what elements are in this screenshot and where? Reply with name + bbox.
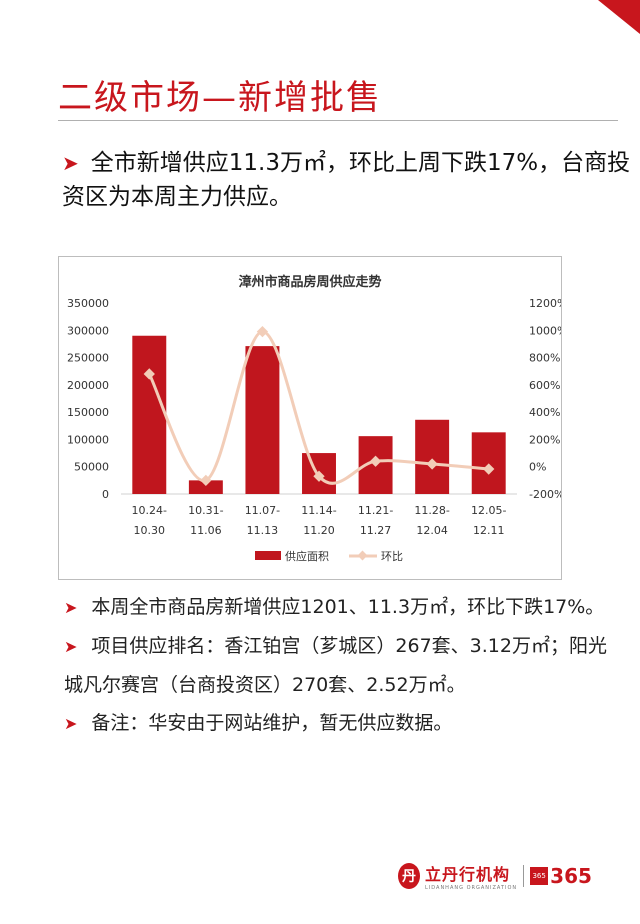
supply-trend-chart: 0 50000 100000 150000 200000 250000 300000 3500… [67, 297, 561, 563]
x-axis-category-label: 11.07- [245, 504, 280, 517]
x-axis-category-label: 10.31- [188, 504, 223, 517]
right-axis-tick-label: 200% [529, 433, 560, 446]
arrow-bullet-icon: ➤ [64, 714, 78, 733]
x-axis-category-label: 11.13 [247, 524, 279, 537]
left-axis-tick-label: 200000 [67, 379, 109, 392]
x-axis-category-label: 11.06 [190, 524, 222, 537]
right-axis-tick-label: -200% [529, 488, 561, 501]
x-axis-category-label: 10.24- [132, 504, 167, 517]
x-axis-category-label: 12.04 [416, 524, 448, 537]
bullet-item: ➤ 本周全市商品房新增供应1201、11.3万㎡，环比下跌17%。 [64, 588, 624, 627]
headline-text: 全市新增供应11.3万㎡，环比上周下跌17%，台商投资区为本周主力供应。 [62, 150, 631, 210]
legend-swatch-bar [255, 551, 281, 560]
left-axis-tick-label: 50000 [74, 461, 109, 474]
x-axis-category-label: 11.21- [358, 504, 393, 517]
right-axis-tick-label: 0% [529, 461, 546, 474]
legend-marker-line [357, 550, 368, 561]
line-point-mom [143, 368, 155, 380]
logo-mark: 丹 [398, 863, 420, 889]
legend-label-line: 环比 [381, 550, 403, 563]
company-logo: 丹 立丹行机构 LIDANHANG ORGANIZATION 365 365 [398, 858, 592, 894]
arrow-bullet-icon: ➤ [62, 151, 79, 175]
headline: ➤ 全市新增供应11.3万㎡，环比上周下跌17%，台商投资区为本周主力供应。 [62, 146, 632, 214]
logo-english: LIDANHANG ORGANIZATION [425, 885, 518, 891]
right-axis-tick-label: 600% [529, 379, 560, 392]
chart-panel: 漳州市商品房周供应走势 0 50000 100000 150000 200000 2500… [58, 256, 562, 580]
arrow-bullet-icon: ➤ [64, 598, 78, 617]
bar-supply-area [132, 335, 167, 494]
x-axis-category-label: 12.11 [473, 524, 505, 537]
line-point-mom [369, 455, 382, 467]
bullet-text: 本周全市商品房新增供应1201、11.3万㎡，环比下跌17%。 [91, 596, 605, 618]
bullet-text: 项目供应排名：香江铂宫（芗城区）267套、3.12万㎡；阳光城凡尔赛宫（台商投资… [64, 635, 607, 696]
bullet-item: ➤ 项目供应排名：香江铂宫（芗城区）267套、3.12万㎡；阳光城凡尔赛宫（台商投… [64, 627, 624, 704]
line-point-mom [313, 470, 325, 482]
right-axis-tick-label: 1000% [529, 324, 561, 337]
logo-name: 立丹行机构 [425, 865, 511, 884]
logo-365: 365 [550, 864, 592, 888]
bullet-text: 备注：华安由于网站维护，暂无供应数据。 [91, 712, 453, 734]
line-point-mom [256, 325, 269, 338]
x-axis-category-label: 11.27 [360, 524, 392, 537]
logo-text: 立丹行机构 LIDANHANG ORGANIZATION [425, 861, 517, 891]
right-axis-tick-label: 400% [529, 406, 560, 419]
left-axis-tick-label: 350000 [67, 297, 109, 310]
chart-title: 漳州市商品房周供应走势 [238, 275, 382, 290]
logo-badge: 365 [530, 867, 549, 885]
right-axis-tick-label: 1200% [529, 297, 561, 310]
legend-label-bar: 供应面积 [285, 549, 329, 563]
bar-supply-area [415, 419, 450, 494]
bar-supply-area [188, 480, 223, 494]
logo-separator [523, 865, 525, 887]
left-axis-tick-label: 100000 [67, 433, 109, 446]
bullet-item: ➤ 备注：华安由于网站维护，暂无供应数据。 [64, 704, 624, 743]
corner-accent [598, 0, 640, 34]
right-axis-tick-label: 800% [529, 352, 560, 365]
x-axis-category-label: 11.28- [414, 504, 449, 517]
title-divider [58, 120, 618, 121]
arrow-bullet-icon: ➤ [64, 637, 78, 656]
x-axis-category-label: 10.30 [134, 524, 166, 537]
line-point-mom [483, 463, 495, 475]
left-axis-tick-label: 250000 [67, 352, 109, 365]
line-point-mom [200, 474, 212, 487]
bar-supply-area [245, 346, 280, 494]
bar-supply-area [471, 432, 506, 494]
x-axis-category-label: 11.14- [301, 504, 336, 517]
bullet-list: ➤ 本周全市商品房新增供应1201、11.3万㎡，环比下跌17%。 ➤ 项目供应排名… [64, 588, 624, 743]
page-title: 二级市场—新增批售 [58, 78, 382, 118]
x-axis-category-label: 12.05- [471, 504, 506, 517]
left-axis-tick-label: 300000 [67, 324, 109, 337]
left-axis-tick-label: 0 [102, 488, 109, 501]
line-point-mom [426, 458, 438, 470]
left-axis-tick-label: 150000 [67, 406, 109, 419]
x-axis-category-label: 11.20 [303, 524, 335, 537]
